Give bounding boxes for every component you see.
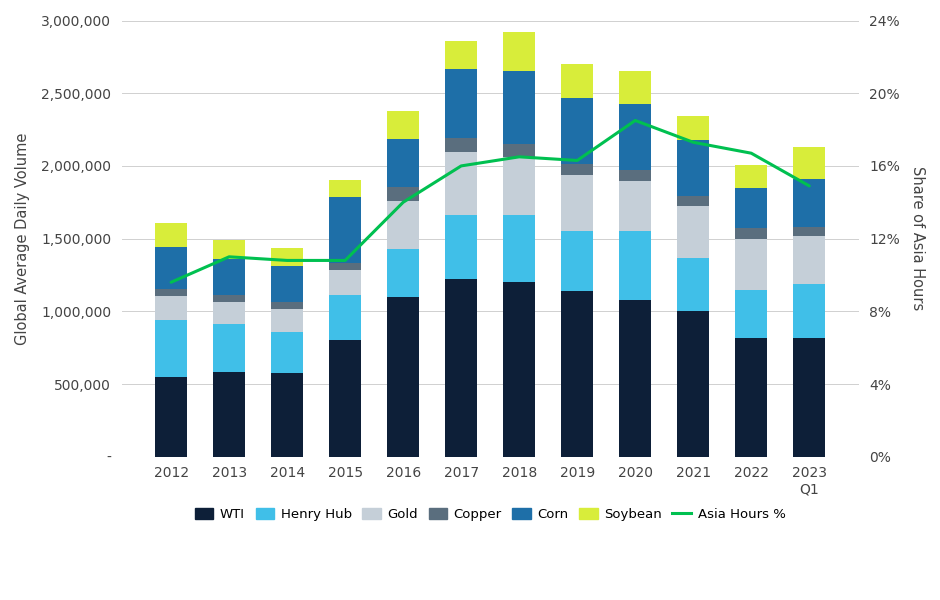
Bar bbox=[387, 110, 419, 139]
Bar bbox=[678, 116, 709, 140]
Bar bbox=[793, 236, 825, 284]
Bar bbox=[446, 41, 478, 69]
Bar bbox=[561, 98, 593, 164]
Bar bbox=[619, 104, 651, 170]
Bar bbox=[793, 147, 825, 179]
Bar bbox=[213, 302, 245, 325]
Bar bbox=[329, 340, 361, 457]
Legend: WTI, Henry Hub, Gold, Copper, Corn, Soybean, Asia Hours %: WTI, Henry Hub, Gold, Copper, Corn, Soyb… bbox=[190, 503, 791, 526]
Bar bbox=[793, 338, 825, 457]
Bar bbox=[561, 291, 593, 457]
Bar bbox=[793, 227, 825, 236]
Bar bbox=[446, 152, 478, 215]
Bar bbox=[155, 377, 187, 457]
Bar bbox=[561, 164, 593, 175]
Bar bbox=[735, 165, 767, 188]
Bar bbox=[271, 373, 303, 457]
Bar bbox=[561, 64, 593, 98]
Bar bbox=[446, 280, 478, 457]
Bar bbox=[793, 179, 825, 227]
Bar bbox=[735, 290, 767, 338]
Bar bbox=[678, 196, 709, 206]
Bar bbox=[503, 282, 535, 457]
Bar bbox=[387, 249, 419, 297]
Bar bbox=[793, 284, 825, 338]
Bar bbox=[561, 230, 593, 291]
Bar bbox=[735, 188, 767, 229]
Bar bbox=[387, 201, 419, 249]
Bar bbox=[329, 197, 361, 263]
Bar bbox=[446, 137, 478, 152]
Bar bbox=[503, 144, 535, 157]
Bar bbox=[155, 320, 187, 377]
Bar bbox=[387, 139, 419, 187]
Bar bbox=[503, 71, 535, 144]
Bar bbox=[271, 302, 303, 309]
Bar bbox=[329, 270, 361, 295]
Bar bbox=[503, 32, 535, 71]
Bar bbox=[678, 140, 709, 196]
Bar bbox=[678, 311, 709, 457]
Bar bbox=[271, 248, 303, 266]
Bar bbox=[213, 240, 245, 259]
Bar bbox=[329, 295, 361, 340]
Bar bbox=[503, 157, 535, 215]
Bar bbox=[503, 215, 535, 282]
Bar bbox=[735, 239, 767, 290]
Bar bbox=[387, 297, 419, 457]
Bar bbox=[271, 332, 303, 373]
Bar bbox=[155, 296, 187, 320]
Bar bbox=[678, 257, 709, 311]
Bar bbox=[735, 338, 767, 457]
Y-axis label: Share of Asia Hours: Share of Asia Hours bbox=[910, 166, 925, 311]
Bar bbox=[446, 69, 478, 137]
Bar bbox=[561, 175, 593, 230]
Bar bbox=[155, 289, 187, 296]
Bar bbox=[619, 181, 651, 230]
Bar bbox=[387, 187, 419, 201]
Bar bbox=[329, 180, 361, 197]
Bar bbox=[446, 215, 478, 280]
Bar bbox=[329, 263, 361, 270]
Bar bbox=[271, 309, 303, 332]
Bar bbox=[619, 71, 651, 104]
Bar bbox=[271, 266, 303, 302]
Bar bbox=[735, 229, 767, 239]
Bar bbox=[619, 230, 651, 299]
Bar bbox=[213, 325, 245, 373]
Bar bbox=[619, 170, 651, 181]
Y-axis label: Global Average Daily Volume: Global Average Daily Volume bbox=[15, 133, 30, 345]
Bar bbox=[678, 206, 709, 257]
Bar bbox=[619, 299, 651, 457]
Bar bbox=[213, 295, 245, 302]
Bar bbox=[213, 259, 245, 295]
Bar bbox=[213, 373, 245, 457]
Bar bbox=[155, 223, 187, 247]
Bar bbox=[155, 247, 187, 289]
